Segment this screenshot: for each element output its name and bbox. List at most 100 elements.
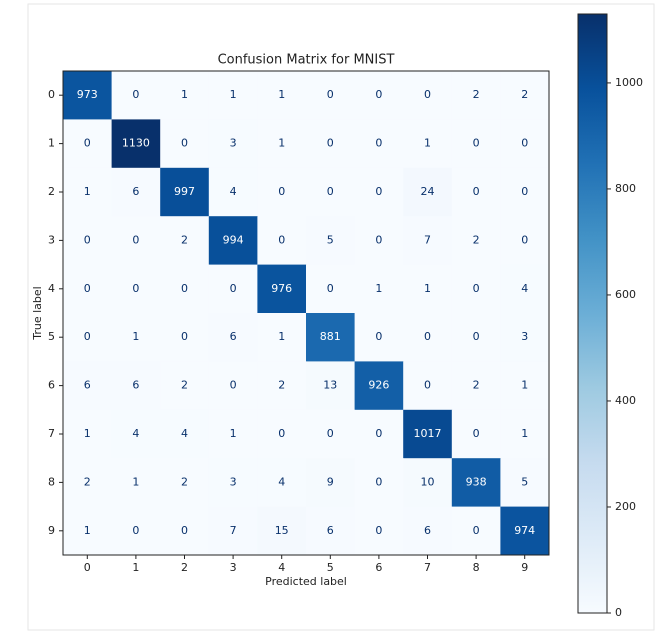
cell [451, 361, 501, 411]
cell-label: 1 [132, 330, 139, 343]
cell-label: 0 [181, 524, 188, 537]
cell [208, 361, 258, 411]
cell-label: 3 [230, 137, 237, 150]
cell-label: 7 [424, 233, 431, 246]
cell [63, 506, 113, 556]
cell-label: 4 [521, 282, 528, 295]
cell-label: 1 [181, 88, 188, 101]
cell-label: 1017 [414, 427, 442, 440]
cell [208, 458, 258, 508]
cell-label: 0 [473, 282, 480, 295]
cell-label: 0 [230, 282, 237, 295]
cell [257, 71, 307, 120]
cell-label: 0 [375, 88, 382, 101]
cell-label: 1 [84, 427, 91, 440]
cell-label: 926 [368, 379, 389, 392]
cell [160, 458, 210, 508]
cell [354, 119, 404, 169]
cell [306, 71, 356, 120]
cell [451, 216, 501, 266]
cell-label: 24 [421, 185, 435, 198]
x-tick-label: 2 [181, 561, 188, 574]
cell [160, 167, 210, 217]
y-tick-label: 9 [48, 524, 55, 537]
cell-label: 15 [275, 524, 289, 537]
cell [257, 409, 307, 459]
y-axis-label: True label [31, 286, 44, 340]
cell-label: 4 [278, 475, 285, 488]
cell-label: 997 [174, 185, 195, 198]
cell-label: 0 [521, 137, 528, 150]
cell-label: 0 [424, 330, 431, 343]
cell-label: 0 [181, 282, 188, 295]
colorbar-tick-label: 1000 [615, 76, 643, 89]
cell [208, 71, 258, 120]
cell [111, 264, 161, 314]
cell-label: 0 [375, 185, 382, 198]
cell-label: 2 [473, 379, 480, 392]
cell-label: 938 [466, 475, 487, 488]
y-tick-label: 3 [48, 233, 55, 246]
cell [451, 313, 501, 362]
cell [354, 216, 404, 266]
cell [500, 119, 550, 169]
cell-label: 0 [84, 282, 91, 295]
cell-label: 0 [132, 88, 139, 101]
cell [257, 361, 307, 411]
cell-label: 1 [424, 137, 431, 150]
cell-label: 3 [230, 475, 237, 488]
cell [306, 119, 356, 169]
cell [63, 71, 113, 120]
cell [208, 216, 258, 266]
cell [208, 167, 258, 217]
colorbar [577, 13, 608, 614]
cell [403, 119, 453, 169]
cell-label: 1 [84, 185, 91, 198]
cell [451, 506, 501, 556]
cell [208, 313, 258, 362]
colorbar-tick-label: 0 [615, 606, 622, 619]
cell-label: 0 [375, 427, 382, 440]
cell [306, 264, 356, 314]
cell [306, 409, 356, 459]
cell-label: 0 [278, 427, 285, 440]
x-tick-label: 6 [375, 561, 382, 574]
cell-label: 973 [77, 88, 98, 101]
cell [160, 71, 210, 120]
cell [160, 216, 210, 266]
cell [500, 167, 550, 217]
cell-label: 6 [132, 379, 139, 392]
cell [451, 119, 501, 169]
cell [111, 119, 161, 169]
colorbar-tick-label: 200 [615, 500, 636, 513]
x-tick-label: 0 [84, 561, 91, 574]
cell [500, 264, 550, 314]
x-tick-label: 3 [230, 561, 237, 574]
cell [111, 313, 161, 362]
cell-label: 994 [223, 233, 244, 246]
cell-label: 7 [230, 524, 237, 537]
cell-label: 2 [181, 379, 188, 392]
cell-label: 0 [375, 330, 382, 343]
cell-label: 13 [323, 379, 337, 392]
cell-label: 0 [424, 379, 431, 392]
cell [208, 409, 258, 459]
y-tick-label: 4 [48, 282, 55, 295]
cell [160, 361, 210, 411]
cell-label: 1 [84, 524, 91, 537]
cell [306, 216, 356, 266]
cell-label: 2 [181, 475, 188, 488]
cell [403, 71, 453, 120]
cell [354, 167, 404, 217]
cell-label: 1 [521, 427, 528, 440]
cell [403, 361, 453, 411]
colorbar-tick-label: 600 [615, 288, 636, 301]
cell [354, 313, 404, 362]
cell [63, 409, 113, 459]
cell [306, 506, 356, 556]
x-tick-label: 7 [424, 561, 431, 574]
cell-label: 1 [424, 282, 431, 295]
cell-label: 0 [278, 233, 285, 246]
cell [160, 119, 210, 169]
cell-label: 0 [84, 330, 91, 343]
